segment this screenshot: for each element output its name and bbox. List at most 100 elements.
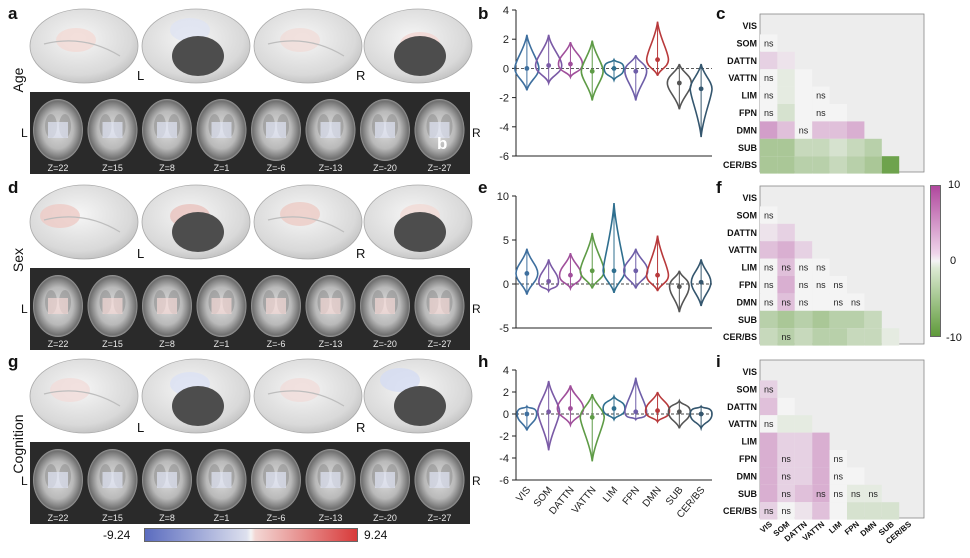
matrix-row-label: CER/BS xyxy=(723,506,757,516)
matrix-cell xyxy=(829,104,847,122)
overlay-patch xyxy=(157,472,177,488)
matrix-cell xyxy=(777,450,795,468)
violin-median-point xyxy=(676,80,682,86)
ns-label: ns xyxy=(764,297,774,307)
colorbar-min-label: -9.24 xyxy=(103,528,131,542)
violin-panel-b: 4 2 0 -2 -4 -6 xyxy=(499,5,713,163)
matrix-cell xyxy=(794,310,813,329)
category-label: FPN xyxy=(621,485,642,507)
overlay-patch xyxy=(320,472,341,488)
matrix-cell xyxy=(794,156,813,174)
matrix-cell xyxy=(812,450,830,468)
y-tick-label: -2 xyxy=(499,93,509,105)
network-colorbar-top: 10 xyxy=(948,179,961,191)
matrix-cell xyxy=(829,156,847,174)
activation-blob xyxy=(170,18,210,42)
sulcus-line xyxy=(43,216,121,233)
ns-label: ns xyxy=(781,454,791,464)
axial-slice: Z=1 xyxy=(196,275,247,349)
ns-label: ns xyxy=(834,454,844,464)
ns-label: ns xyxy=(764,280,774,290)
matrix-cell xyxy=(794,86,813,104)
y-tick-label: -4 xyxy=(499,122,509,134)
matrix-cell xyxy=(794,450,813,468)
matrix-cell xyxy=(777,397,795,416)
overlay-patch xyxy=(320,298,341,314)
matrix-cell xyxy=(794,276,813,294)
matrix-cell xyxy=(829,328,847,346)
matrix-cell xyxy=(794,121,813,139)
slice-label: Z=8 xyxy=(159,339,175,349)
ns-label: ns xyxy=(781,471,791,481)
matrix-cell xyxy=(847,138,865,157)
lateral-surface xyxy=(29,8,139,84)
brain-row: Z=22 Z=15 Z=8 Z=1 Z=-6 Z=-13 Z=-20 Z=-27 xyxy=(29,8,473,174)
matrix-cell xyxy=(794,502,813,520)
axial-strip: Z=22 Z=15 Z=8 Z=1 Z=-6 Z=-13 Z=-20 Z=-27 xyxy=(30,92,470,174)
matrix-cell xyxy=(812,502,830,520)
panel-letter-a: a xyxy=(8,4,18,23)
matrix-cell xyxy=(777,86,795,104)
slice-label: Z=8 xyxy=(159,513,175,523)
sulcus-line xyxy=(267,40,345,57)
slice-label: Z=-27 xyxy=(428,339,452,349)
matrix-cell xyxy=(777,223,795,242)
brain-row: Z=22 Z=15 Z=8 Z=1 Z=-6 Z=-13 Z=-20 Z=-27 xyxy=(29,184,473,350)
violin-median-point xyxy=(524,271,530,276)
matrix-cell xyxy=(794,258,813,276)
matrix-cell xyxy=(760,502,778,520)
matrix-cell xyxy=(760,156,778,174)
violin-median-point xyxy=(655,272,660,278)
medial-wall xyxy=(172,36,224,76)
ns-label: ns xyxy=(781,263,791,273)
slice-label: Z=15 xyxy=(102,513,123,523)
matrix-cell xyxy=(829,484,847,503)
matrix-cell xyxy=(777,138,795,157)
hemi-L-d: L xyxy=(137,246,145,261)
matrix-cell xyxy=(777,415,795,433)
matrix-cell xyxy=(881,328,900,346)
slice-label: Z=22 xyxy=(48,513,69,523)
matrix-row-label: VATTN xyxy=(728,73,757,83)
matrix-row-label: LIM xyxy=(742,263,758,273)
matrix-row-label: SOM xyxy=(736,38,757,48)
matrix-cell xyxy=(812,138,830,157)
matrix-cell xyxy=(794,432,813,450)
matrix-cell xyxy=(760,241,778,259)
axial-L-d: L xyxy=(21,302,28,316)
matrix-cell xyxy=(760,138,778,157)
matrix-cell xyxy=(760,223,778,242)
hemi-L-g: L xyxy=(137,420,145,435)
matrix-cell xyxy=(760,415,778,433)
axial-L-g: L xyxy=(21,474,28,488)
medial-wall xyxy=(172,386,224,426)
panel-letter-i: i xyxy=(716,352,721,371)
violin-median-point xyxy=(676,284,682,290)
matrix-cell xyxy=(812,156,830,174)
activation-blob xyxy=(280,28,320,52)
medial-surface xyxy=(141,358,251,434)
sulcus-line xyxy=(267,216,345,233)
matrix-cell xyxy=(760,51,778,70)
matrix-row-label: CER/BS xyxy=(723,160,757,170)
matrix-row-label: FPN xyxy=(739,454,757,464)
overlay-letter-b: b xyxy=(437,134,448,153)
y-tick-label: 4 xyxy=(503,365,509,377)
overlay-patch xyxy=(375,122,395,138)
matrix-row-label: SUB xyxy=(738,489,758,499)
matrix-cell xyxy=(777,484,795,503)
matrix-cell xyxy=(777,467,795,485)
matrix-cell xyxy=(829,293,847,311)
sulcus-line xyxy=(43,40,121,57)
y-tick-label: 2 xyxy=(503,387,509,399)
panel-letter-f: f xyxy=(716,178,722,197)
matrix-cell xyxy=(777,241,795,259)
slice-label: Z=1 xyxy=(214,163,230,173)
slice-label: Z=-20 xyxy=(373,339,397,349)
matrix-cell xyxy=(847,156,865,174)
brain-row: Z=22 Z=15 Z=8 Z=1 Z=-6 Z=-13 Z=-20 Z=-27 xyxy=(29,358,473,524)
matrix-cell xyxy=(777,276,795,294)
medial-wall xyxy=(172,212,224,252)
violin-median-point xyxy=(611,66,617,71)
axial-slice: Z=-27 xyxy=(414,449,465,523)
